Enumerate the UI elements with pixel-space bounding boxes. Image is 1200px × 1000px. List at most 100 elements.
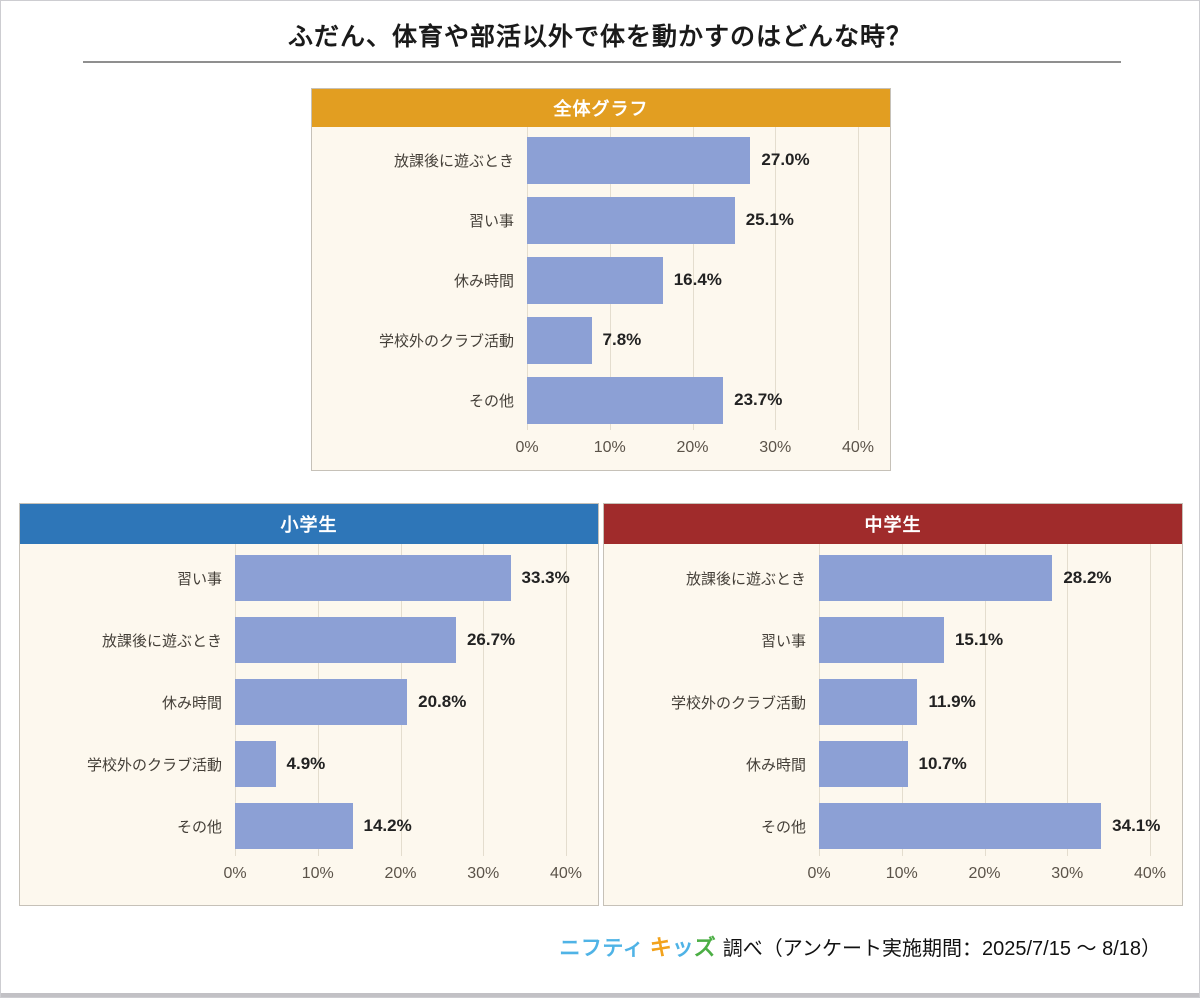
bar-track: 20.8%: [235, 671, 566, 733]
category-label: 学校外のクラブ活動: [378, 332, 514, 350]
logo-text-nifty: ニフティ: [559, 937, 645, 960]
bar: [527, 256, 663, 304]
bar-track: 4.9%: [235, 733, 566, 795]
bar: [235, 679, 408, 725]
axis-tick-label: 30%: [1051, 865, 1084, 882]
logo-char: キ: [649, 935, 672, 960]
axis-tick-label: 40%: [841, 439, 875, 456]
axis-tick-label: 10%: [593, 439, 626, 456]
bar: [819, 555, 1053, 601]
axis-tick-label: 30%: [467, 865, 500, 882]
bar: [235, 555, 511, 601]
chart-panel-junior-high: 中学生 放課後に遊ぶとき 28.2% 習い事 15.1% 学校外のクラブ活動 11.9% 休…: [603, 503, 1183, 906]
gridline: [483, 544, 485, 856]
bar-row: 放課後に遊ぶとき 27.0%: [312, 130, 890, 190]
bar-row: 学校外のクラブ活動 4.9%: [20, 733, 598, 795]
bar: [527, 136, 751, 184]
gridline: [984, 544, 986, 856]
bar-track: 23.7%: [527, 370, 858, 430]
axis-tick-label: 40%: [549, 865, 583, 882]
value-label: 23.7%: [734, 390, 783, 409]
bar-track: 11.9%: [819, 671, 1150, 733]
bar: [819, 803, 1102, 849]
bar-row: 休み時間 16.4%: [312, 250, 890, 310]
bar-row: その他 14.2%: [20, 795, 598, 857]
logo-text-kids: キッズ: [649, 935, 716, 960]
bar-track: 27.0%: [527, 130, 858, 190]
x-axis: 0% 10% 20% 30% 40%: [515, 430, 874, 470]
bar: [527, 316, 592, 364]
bar: [235, 617, 456, 663]
bar-row: 休み時間 20.8%: [20, 671, 598, 733]
chart-header-overall: 全体グラフ: [312, 89, 890, 127]
chart-header-elementary: 小学生: [20, 504, 598, 544]
axis-tick-label: 0%: [223, 865, 247, 882]
axis-tick-label: 0%: [807, 865, 831, 882]
axis-tick-label: 30%: [759, 439, 792, 456]
bar-row: 学校外のクラブ活動 11.9%: [604, 671, 1182, 733]
logo-char: ズ: [693, 935, 716, 960]
chart-panel-overall: 全体グラフ 放課後に遊ぶとき 27.0% 習い事 25.1% 休み時間 16.4% 学校外の…: [311, 88, 891, 471]
gridline: [692, 127, 694, 430]
bar: [235, 803, 353, 849]
bar-rows: 放課後に遊ぶとき 28.2% 習い事 15.1% 学校外のクラブ活動 11.9% 休み時間 1…: [604, 547, 1182, 857]
nifty-kids-logo: ニフティ キッズ: [559, 930, 715, 962]
bar: [819, 617, 944, 663]
category-label: その他: [176, 818, 222, 836]
category-label: 習い事: [468, 212, 514, 230]
axis-tick-label: 0%: [515, 439, 539, 456]
survey-period-note: 調べ（アンケート実施期間：2025/7/15 ～ 8/18）: [722, 938, 1161, 960]
bar: [527, 196, 735, 244]
bar-row: 放課後に遊ぶとき 26.7%: [20, 609, 598, 671]
category-label: 休み時間: [745, 756, 806, 774]
bar-track: 26.7%: [235, 609, 566, 671]
category-label: 休み時間: [161, 694, 222, 712]
value-label: 16.4%: [673, 270, 722, 289]
bar-rows: 習い事 33.3% 放課後に遊ぶとき 26.7% 休み時間 20.8% 学校外のクラブ活動 4…: [20, 547, 598, 857]
chart-body-overall: 放課後に遊ぶとき 27.0% 習い事 25.1% 休み時間 16.4% 学校外のクラブ活動 7…: [312, 127, 890, 470]
axis-tick-label: 10%: [301, 865, 334, 882]
bar-row: その他 23.7%: [312, 370, 890, 430]
value-label: 26.7%: [466, 630, 516, 649]
bar-track: 15.1%: [819, 609, 1150, 671]
title-underline: [83, 61, 1121, 63]
value-label: 28.2%: [1063, 568, 1112, 587]
x-axis: 0% 10% 20% 30% 40%: [807, 856, 1166, 905]
bar-row: 習い事 25.1%: [312, 190, 890, 250]
value-label: 33.3%: [521, 568, 570, 587]
bar-row: その他 34.1%: [604, 795, 1182, 857]
value-label: 25.1%: [745, 210, 794, 229]
category-label: 習い事: [760, 632, 806, 650]
chart-header-junior-high: 中学生: [604, 504, 1182, 544]
value-label: 14.2%: [363, 816, 412, 835]
bottom-border-strip: [1, 993, 1199, 997]
bar-row: 放課後に遊ぶとき 28.2%: [604, 547, 1182, 609]
chart-body-elementary: 習い事 33.3% 放課後に遊ぶとき 26.7% 休み時間 20.8% 学校外のクラブ活動 4…: [20, 544, 598, 905]
chart-body-junior-high: 放課後に遊ぶとき 28.2% 習い事 15.1% 学校外のクラブ活動 11.9% 休み時間 1…: [604, 544, 1182, 905]
gridline: [1150, 544, 1151, 856]
bar-row: 学校外のクラブ活動 7.8%: [312, 310, 890, 370]
bar-row: 休み時間 10.7%: [604, 733, 1182, 795]
bar-track: 7.8%: [527, 310, 858, 370]
value-label: 20.8%: [418, 692, 467, 711]
gridline: [566, 544, 567, 856]
axis-tick-label: 20%: [676, 439, 709, 456]
bar-rows: 放課後に遊ぶとき 27.0% 習い事 25.1% 休み時間 16.4% 学校外のクラブ活動 7…: [312, 130, 890, 430]
page-title: ふだん、体育や部活以外で体を動かすのはどんな時？: [287, 23, 912, 51]
chart-panel-elementary: 小学生 習い事 33.3% 放課後に遊ぶとき 26.7% 休み時間 20.8% 学校外のクラ…: [19, 503, 599, 906]
category-label: 放課後に遊ぶとき: [393, 152, 514, 170]
bar: [235, 741, 276, 787]
category-label: 学校外のクラブ活動: [670, 694, 806, 712]
value-label: 7.8%: [602, 330, 642, 349]
value-label: 11.9%: [928, 692, 976, 711]
footer-credit: ニフティ キッズ 調べ（アンケート実施期間：2025/7/15 ～ 8/18）: [559, 930, 1161, 962]
bar-track: 28.2%: [819, 547, 1150, 609]
bar: [819, 679, 918, 725]
gridline: [1067, 544, 1069, 856]
category-label: その他: [760, 818, 806, 836]
value-label: 4.9%: [286, 754, 326, 773]
value-label: 10.7%: [918, 754, 967, 773]
x-axis: 0% 10% 20% 30% 40%: [223, 856, 582, 905]
category-label: 放課後に遊ぶとき: [685, 570, 806, 588]
